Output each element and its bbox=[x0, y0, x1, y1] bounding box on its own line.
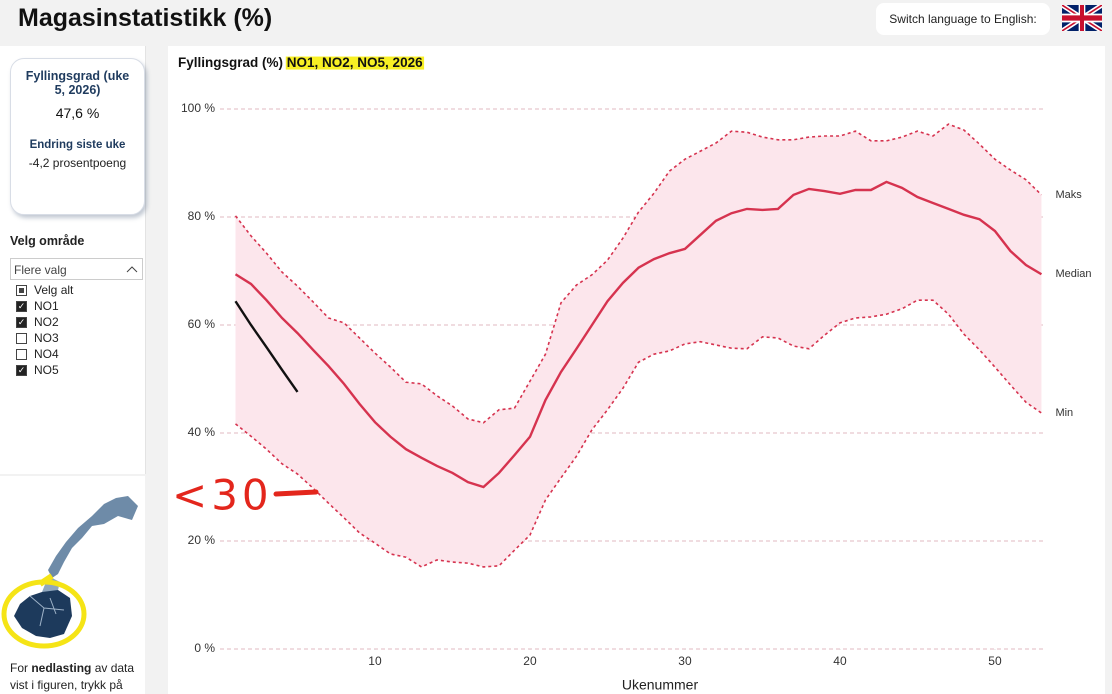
annotation: <30 bbox=[172, 471, 273, 520]
page-title: Magasinstatistikk (%) bbox=[18, 4, 273, 32]
card-change-value: -4,2 prosentpoeng bbox=[28, 156, 127, 170]
filter-option[interactable]: ✓ NO5 bbox=[16, 363, 59, 377]
option-label: NO2 bbox=[34, 315, 59, 329]
option-label: NO3 bbox=[34, 331, 59, 345]
option-label: NO5 bbox=[34, 363, 59, 377]
series-line bbox=[234, 180, 1043, 489]
filter-option[interactable]: NO3 bbox=[16, 331, 59, 345]
x-tick-label: 30 bbox=[678, 654, 692, 668]
chart-title-main: Fyllingsgrad (%) bbox=[178, 55, 283, 70]
x-tick-label: 40 bbox=[833, 654, 847, 668]
x-tick-label: 20 bbox=[523, 654, 537, 668]
option-label: NO4 bbox=[34, 347, 59, 361]
x-tick-label: 10 bbox=[368, 654, 382, 668]
filter-option[interactable]: Velg alt bbox=[16, 283, 73, 297]
series-label: Maks bbox=[1055, 189, 1082, 201]
range-band bbox=[235, 124, 1042, 567]
hint-text: For bbox=[10, 661, 32, 675]
annotation-stroke bbox=[273, 489, 319, 497]
filter-option[interactable]: ✓ NO2 bbox=[16, 315, 59, 329]
download-hint: For nedlasting av data vist i figuren, t… bbox=[10, 660, 140, 694]
series-line bbox=[234, 300, 299, 393]
checkbox[interactable]: ✓ bbox=[16, 316, 27, 328]
y-tick-label: 60 % bbox=[188, 317, 216, 331]
kpi-card: Fyllingsgrad (uke 5, 2026) 47,6 % Endrin… bbox=[10, 58, 145, 215]
card-value: 47,6 % bbox=[55, 105, 100, 121]
series-line bbox=[234, 299, 1042, 568]
chart-title: Fyllingsgrad (%) NO1, NO2, NO5, 2026 bbox=[178, 55, 423, 70]
card-change-title: Endring siste uke bbox=[29, 139, 126, 151]
hint-text: av data vist i figuren, trykk på bbox=[10, 661, 135, 692]
language-button[interactable]: Switch language to English: bbox=[876, 3, 1050, 35]
norway-map bbox=[1, 496, 138, 649]
y-tick-label: 20 % bbox=[188, 533, 216, 547]
filter-title: Velg område bbox=[10, 234, 85, 248]
series-label: Median bbox=[1055, 268, 1091, 280]
dropdown-label: Flere valg bbox=[14, 263, 67, 277]
filter-option[interactable]: ✓ NO1 bbox=[16, 299, 59, 313]
filter-option[interactable]: NO4 bbox=[16, 347, 59, 361]
option-label: Velg alt bbox=[34, 283, 74, 297]
checkbox[interactable] bbox=[16, 332, 27, 344]
checkbox[interactable] bbox=[16, 284, 27, 296]
y-tick-label: 100 % bbox=[181, 101, 215, 115]
chevron bbox=[126, 266, 138, 273]
checkbox[interactable]: ✓ bbox=[16, 364, 27, 376]
chart-title-selection: NO1, NO2, NO5, 2026 bbox=[287, 55, 423, 70]
dropdown[interactable]: Flere valg bbox=[10, 258, 143, 280]
checkbox[interactable] bbox=[16, 348, 27, 360]
y-tick-label: 80 % bbox=[188, 209, 216, 223]
checkbox[interactable]: ✓ bbox=[16, 300, 27, 312]
option-label: NO1 bbox=[34, 299, 59, 313]
y-tick-label: 0 % bbox=[194, 641, 215, 655]
card-title: Fyllingsgrad (uke 5, 2026) bbox=[25, 69, 130, 97]
highlight bbox=[285, 56, 425, 70]
y-tick-label: 40 % bbox=[188, 425, 216, 439]
hint-link[interactable]: nedlasting bbox=[31, 661, 92, 675]
x-axis-label: Ukenummer bbox=[622, 677, 699, 693]
uk-flag[interactable] bbox=[1062, 5, 1102, 31]
series-label: Min bbox=[1055, 407, 1073, 419]
series-line bbox=[234, 123, 1043, 424]
x-tick-label: 50 bbox=[988, 654, 1002, 668]
